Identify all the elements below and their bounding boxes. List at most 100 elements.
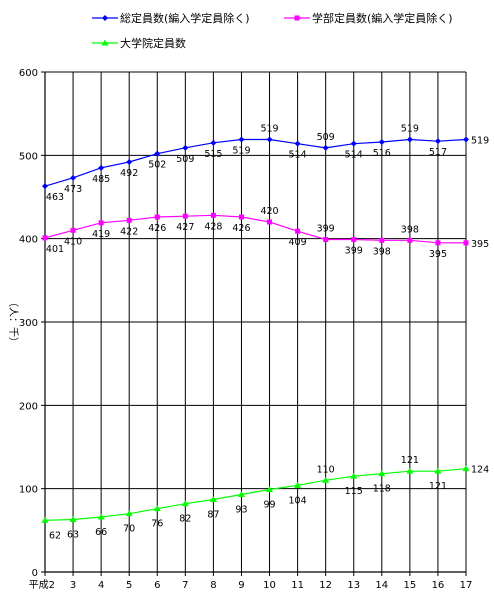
data-label: 115 [345, 486, 363, 497]
data-label: 118 [373, 484, 391, 495]
data-label: 519 [260, 124, 278, 135]
data-point [350, 472, 358, 479]
data-point [97, 513, 105, 520]
legend-label: 総定員数(編入学定員除く) [120, 11, 250, 25]
data-label: 420 [260, 206, 278, 217]
data-label: 514 [345, 150, 363, 161]
data-point [126, 217, 132, 223]
data-point [323, 237, 329, 242]
data-label: 399 [317, 224, 335, 235]
series-line [44, 214, 466, 244]
x-tick-label: 15 [403, 580, 416, 591]
data-label: 426 [232, 223, 250, 234]
data-label: 82 [179, 514, 191, 525]
x-tick-label: 5 [126, 580, 132, 591]
data-point [267, 219, 273, 225]
x-tick-label: 7 [182, 580, 188, 591]
data-label: 395 [429, 249, 447, 260]
data-point [69, 516, 77, 522]
data-label: 93 [235, 505, 247, 516]
data-point [237, 491, 245, 497]
data-point [463, 136, 469, 143]
series-line [44, 138, 467, 187]
data-point [266, 486, 274, 492]
data-point [379, 237, 385, 243]
data-label: 104 [289, 495, 307, 506]
data-label: 401 [46, 244, 64, 255]
data-point [378, 139, 385, 145]
series-1 [42, 136, 469, 190]
legend-label: 大学院定員数 [120, 36, 186, 50]
data-point [182, 144, 189, 151]
series-group [41, 136, 470, 523]
data-point [126, 159, 133, 165]
data-point [70, 227, 76, 233]
data-point [41, 516, 49, 523]
x-tick-label: 6 [154, 580, 160, 591]
data-label: 428 [204, 221, 222, 232]
data-point [42, 235, 48, 241]
data-point [153, 505, 161, 512]
data-point [351, 237, 357, 242]
data-label: 76 [151, 519, 163, 530]
data-point [42, 183, 48, 190]
y-tick-label: 600 [19, 68, 38, 79]
data-point [181, 500, 189, 507]
series-2 [42, 212, 469, 246]
legend-marker [101, 39, 109, 46]
data-point [462, 465, 470, 472]
x-tick-label: 12 [319, 580, 332, 591]
x-tick-label: 11 [291, 580, 304, 591]
data-point [406, 467, 414, 474]
data-label: 395 [471, 239, 489, 250]
data-label: 398 [401, 224, 419, 235]
data-point [154, 214, 160, 220]
data-point [238, 214, 244, 220]
data-label: 124 [471, 465, 489, 476]
y-tick-label: 400 [19, 235, 38, 246]
y-tick-label: 500 [19, 151, 38, 162]
data-label: 473 [64, 184, 82, 195]
data-label: 121 [429, 481, 447, 492]
data-point [154, 150, 161, 157]
legend-item-3: 大学院定員数 [92, 36, 186, 50]
data-point [125, 510, 133, 517]
data-label: 87 [207, 510, 219, 521]
axes [41, 71, 467, 576]
data-label: 426 [148, 223, 166, 234]
y-axis-label: （人：千） [7, 297, 19, 347]
x-tick-label: 8 [210, 580, 216, 591]
x-tick-labels: 平成2 3 4 5 6 7 8 9 10 11 12 13 14 15 16 17 [29, 579, 473, 591]
series-3 [41, 465, 470, 523]
data-label: 399 [345, 246, 363, 257]
x-tick-label: 10 [263, 580, 276, 591]
data-label: 519 [471, 136, 489, 147]
data-point [407, 237, 413, 243]
data-label: 70 [123, 524, 135, 535]
x-tick-label: 13 [347, 580, 360, 591]
data-point [70, 174, 77, 181]
y-tick-label: 200 [19, 401, 38, 412]
data-label: 410 [64, 236, 82, 247]
data-point [322, 476, 330, 483]
data-point [182, 213, 188, 219]
data-point [98, 164, 105, 171]
data-point [463, 240, 469, 246]
data-point [98, 220, 104, 226]
x-tick-label: 14 [375, 580, 388, 591]
data-label: 509 [317, 132, 335, 143]
x-tick-label: 16 [432, 580, 445, 591]
data-label: 422 [120, 226, 138, 237]
data-point [434, 467, 442, 474]
data-label: 509 [176, 154, 194, 165]
data-label: 409 [289, 237, 307, 248]
data-point [210, 212, 216, 218]
data-point [435, 240, 441, 246]
data-label: 62 [49, 530, 61, 541]
data-point [322, 144, 329, 151]
data-label: 514 [289, 150, 307, 161]
y-tick-label: 100 [19, 485, 38, 496]
data-label: 121 [401, 455, 419, 466]
